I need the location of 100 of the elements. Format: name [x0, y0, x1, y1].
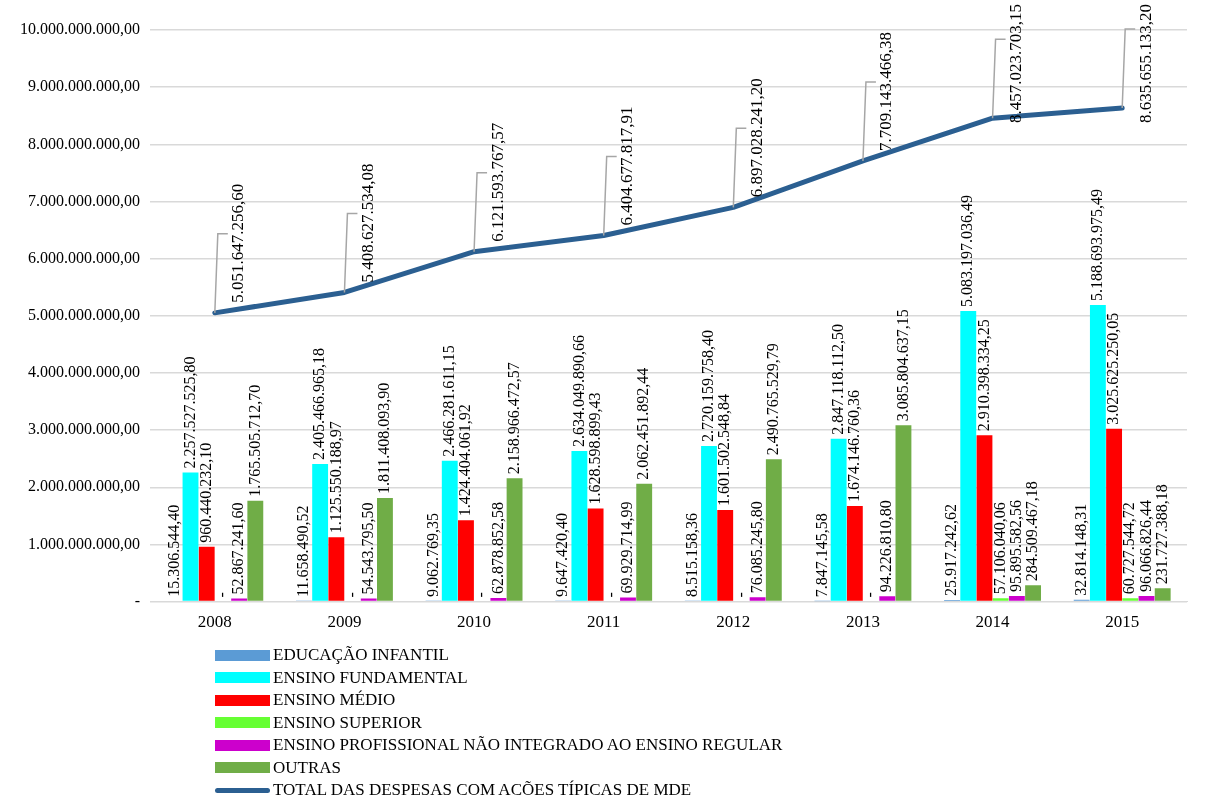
data-label: 7.709.143.466,38: [876, 31, 896, 151]
data-label: 6.121.593.767,57: [487, 122, 507, 242]
data-label: -: [472, 592, 490, 598]
data-label: 2.257.527.525,80: [180, 356, 198, 469]
data-label: 7.847.145,58: [812, 513, 830, 598]
bar: [1154, 588, 1171, 601]
bar: [879, 596, 896, 601]
data-label: 94.226.810,80: [877, 500, 895, 593]
data-label: 2.634.049.890,66: [569, 335, 587, 448]
data-label: 1.601.502.548,84: [715, 394, 733, 507]
data-label: 5.188.693.975,49: [1088, 189, 1106, 302]
bar: [182, 472, 199, 601]
data-label: 52.867.241,60: [229, 502, 247, 595]
bar: [1025, 585, 1042, 601]
y-tick-label: 7.000.000.000,00: [28, 191, 140, 209]
bar: [976, 435, 993, 601]
data-label: 2.405.466.965,18: [310, 348, 328, 461]
x-tick-label: 2013: [845, 612, 880, 632]
data-label: 5.051.647.256,60: [228, 183, 248, 303]
bar: [247, 500, 264, 601]
legend-label: ENSINO FUNDAMENTAL: [273, 666, 468, 689]
bar: [765, 459, 782, 601]
x-tick-label: 2012: [716, 612, 751, 632]
data-label: 32.814.148,31: [1071, 503, 1089, 596]
data-label: -: [731, 592, 749, 598]
bar: [587, 508, 604, 601]
bar: [701, 446, 717, 601]
y-tick-label: 3.000.000.000,00: [28, 420, 140, 438]
bar: [992, 598, 1009, 601]
bar: [506, 478, 523, 601]
y-tick-label: -: [134, 591, 140, 609]
bar: [360, 598, 377, 601]
bar: [620, 597, 636, 601]
data-label: 8.515.158,36: [683, 513, 701, 598]
y-tick-label: 10.000.000.000,00: [20, 20, 140, 38]
data-label: 8.457.023.703,15: [1006, 4, 1026, 123]
data-label: 57.106.040,06: [990, 502, 1008, 595]
bar: [571, 451, 588, 601]
data-label: 62.878.852,58: [488, 502, 506, 595]
data-label: 1.765.505.712,70: [245, 384, 263, 497]
bar: [717, 510, 734, 601]
bar: [441, 460, 458, 601]
x-tick-label: 2015: [1105, 612, 1140, 632]
bar: [1122, 598, 1139, 601]
x-tick-label: 2010: [457, 612, 492, 632]
bar: [198, 546, 215, 601]
x-tick-label: 2009: [327, 612, 362, 632]
y-tick-label: 2.000.000.000,00: [28, 477, 140, 495]
x-tick-label: 2011: [587, 612, 621, 632]
data-label: -: [342, 592, 360, 598]
bar: [1138, 596, 1155, 601]
data-label: 5.083.197.036,49: [958, 195, 976, 308]
y-tick-label: 1.000.000.000,00: [28, 534, 140, 552]
bar: [1106, 428, 1123, 601]
x-tick-label: 2008: [197, 612, 232, 632]
legend-label: ENSINO MÉDIO: [273, 689, 396, 711]
data-label: 69.929.714,99: [618, 501, 636, 594]
bar: [312, 464, 329, 601]
data-label: 284.509.467,18: [1023, 481, 1041, 582]
legend-label: ENSINO PROFISSIONAL NÃO INTEGRADO AO ENSINO REGULAR: [273, 734, 783, 756]
data-label: 9.647.420,40: [553, 513, 571, 598]
y-tick-label: 6.000.000.000,00: [28, 248, 140, 266]
legend-label: ENSINO SUPERIOR: [273, 711, 422, 734]
data-label: 960.440.232,10: [196, 442, 214, 543]
data-label: 1.628.598.899,43: [585, 392, 603, 505]
y-tick-label: 9.000.000.000,00: [28, 77, 140, 95]
data-label: 2.062.451.892,44: [634, 367, 652, 480]
x-tick-label: 2014: [975, 612, 1011, 632]
data-label: 96.066.826,44: [1136, 500, 1154, 593]
legend-label: EDUCAÇÃO INFANTIL: [273, 644, 449, 666]
legend-label: TOTAL DAS DESPESAS COM ACÕES TÍPICAS DE MDE: [273, 779, 692, 800]
legend-label: OUTRAS: [273, 756, 342, 779]
data-label: 1.674.146.760,36: [845, 389, 863, 502]
data-label: 5.408.627.534,08: [357, 163, 377, 283]
data-label: 25.917.242,62: [942, 504, 960, 597]
data-label: -: [213, 592, 231, 598]
bar: [636, 483, 653, 601]
data-label: 11.658.490,52: [294, 505, 312, 597]
bar: [377, 498, 393, 601]
data-label: 54.543.795,50: [358, 502, 376, 595]
data-label: -: [861, 592, 879, 598]
data-label: 2.490.765.529,79: [764, 343, 782, 456]
data-label: 2.720.159.758,40: [699, 330, 717, 443]
data-label: 9.062.769,35: [423, 513, 441, 598]
data-label: 6.404.677.817,91: [617, 106, 637, 226]
bar: [458, 520, 474, 601]
data-label: 76.085.245,80: [747, 501, 765, 594]
data-label: 3.085.804.637,15: [893, 309, 911, 422]
bar: [830, 438, 847, 601]
data-label: -: [601, 592, 619, 598]
data-label: 3.025.625.250,05: [1104, 312, 1122, 425]
data-label: 2.466.281.611,15: [439, 345, 457, 457]
y-tick-label: 4.000.000.000,00: [28, 363, 140, 381]
data-label: 15.306.544,40: [164, 504, 182, 597]
bar: [895, 425, 912, 601]
data-label: 1.811.408.093,90: [375, 382, 393, 495]
bar: [328, 537, 345, 601]
data-label: 1.125.550.188,97: [326, 421, 344, 534]
bar: [960, 311, 977, 601]
y-tick-label: 5.000.000.000,00: [28, 306, 140, 323]
